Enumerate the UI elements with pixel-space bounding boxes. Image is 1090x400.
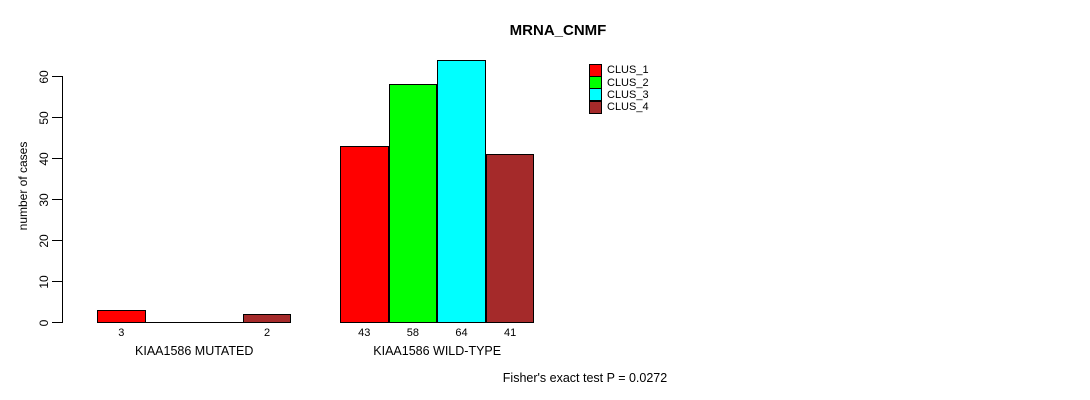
bar-value-label: 41 — [503, 327, 517, 339]
y-axis-line — [62, 76, 63, 323]
legend-swatch-CLUS_1 — [589, 63, 602, 77]
legend: CLUS_1 CLUS_2 CLUS_3 CLUS_4 — [589, 63, 649, 114]
legend-swatch-CLUS_2 — [589, 76, 602, 90]
legend-label: CLUS_4 — [607, 101, 649, 114]
y-tick-label: 30 — [37, 192, 51, 207]
y-tick-label: 20 — [37, 233, 51, 248]
bar-CLUS_1 — [340, 146, 389, 323]
bar-value-label: 64 — [455, 327, 468, 339]
bar-CLUS_3 — [437, 60, 486, 323]
legend-item: CLUS_3 — [589, 88, 649, 102]
legend-item: CLUS_1 — [589, 63, 649, 77]
chart-title: MRNA_CNMF — [509, 22, 607, 39]
bar-CLUS_1 — [97, 310, 146, 323]
legend-label: CLUS_1 — [607, 64, 649, 77]
legend-swatch-CLUS_4 — [589, 100, 602, 114]
bar-CLUS_4 — [242, 314, 292, 323]
bar-value-label: 43 — [358, 327, 371, 339]
y-axis-tick — [52, 76, 62, 77]
y-tick-label: 0 — [37, 319, 51, 326]
y-tick-label: 50 — [37, 110, 51, 125]
legend-item: CLUS_4 — [589, 100, 649, 114]
legend-swatch-CLUS_3 — [589, 88, 602, 102]
x-category-label: KIAA1586 MUTATED — [135, 344, 254, 358]
bar-value-label: 2 — [264, 327, 271, 339]
bar-value-label: 58 — [406, 327, 420, 339]
bar-CLUS_4 — [485, 154, 535, 323]
y-axis-tick — [52, 281, 62, 282]
y-axis-tick — [52, 117, 62, 118]
y-axis-tick — [52, 322, 62, 323]
y-tick-label: 10 — [37, 274, 51, 289]
y-axis-tick — [52, 240, 62, 241]
bar-CLUS_2 — [388, 84, 438, 323]
fisher-test-annotation: Fisher's exact test P = 0.0272 — [502, 371, 668, 385]
y-axis-tick — [52, 199, 62, 200]
bar-zero-CLUS_2 — [145, 322, 195, 323]
legend-label: CLUS_3 — [607, 88, 649, 101]
y-tick-label: 60 — [37, 69, 51, 84]
legend-item: CLUS_2 — [589, 76, 649, 90]
legend-label: CLUS_2 — [607, 76, 649, 89]
x-category-label: KIAA1586 WILD-TYPE — [373, 344, 502, 358]
y-tick-label: 40 — [37, 151, 51, 166]
bar-zero-CLUS_3 — [194, 322, 243, 323]
y-axis-tick — [52, 158, 62, 159]
bar-value-label: 3 — [118, 327, 125, 339]
